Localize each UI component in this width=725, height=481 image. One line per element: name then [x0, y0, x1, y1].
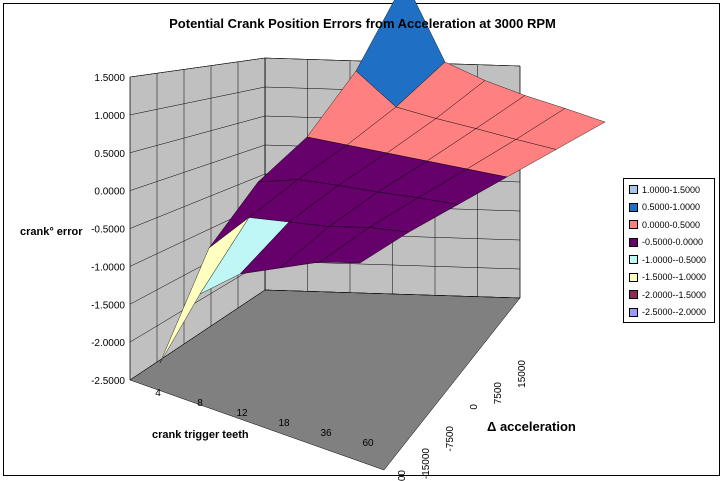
- x-tick-label: 4: [155, 388, 161, 399]
- legend-label: -1.0000--0.5000: [642, 254, 707, 265]
- z-tick-label: -2.0000: [91, 338, 125, 349]
- legend-item: 0.0000-0.5000: [629, 216, 714, 234]
- z-tick-label: -2.5000: [91, 376, 125, 387]
- legend-item: -1.0000--0.5000: [629, 251, 714, 269]
- legend-label: 0.5000-1.0000: [642, 202, 701, 213]
- chart-surface: [159, 0, 606, 364]
- legend-label: -1.5000--1.0000: [642, 272, 707, 283]
- legend-label: -0.5000-0.0000: [642, 237, 704, 248]
- legend-label: 1.0000-1.5000: [642, 184, 701, 195]
- y-tick-label: -30000: [397, 470, 408, 481]
- legend-label: -2.5000--2.0000: [642, 307, 707, 318]
- legend-item: -2.5000--2.0000: [629, 304, 714, 322]
- legend-swatch: [629, 237, 638, 247]
- legend-item: 1.0000-1.5000: [629, 181, 714, 199]
- y-axis-label: Δ acceleration: [487, 419, 576, 434]
- x-tick-label: 18: [278, 418, 290, 429]
- chart-legend: 1.0000-1.5000 0.5000-1.0000 0.0000-0.5000 -…: [623, 178, 715, 323]
- z-tick-label: -1.0000: [91, 262, 125, 273]
- gridline-side: [129, 144, 266, 191]
- x-tick-label: 60: [362, 438, 374, 449]
- x-tick-label: 12: [236, 408, 248, 419]
- legend-item: -1.5000--1.0000: [629, 269, 714, 287]
- legend-label: 0.0000-0.5000: [642, 219, 701, 230]
- gridline-side: [129, 289, 266, 381]
- x-tick-label: 36: [320, 428, 332, 439]
- z-tick-label: 1.0000: [94, 111, 125, 122]
- legend-item: 0.5000-1.0000: [629, 199, 714, 217]
- y-tick-label: 15000: [517, 360, 528, 388]
- legend-swatch: [629, 185, 638, 195]
- z-tick-label: -1.5000: [91, 300, 125, 311]
- gridline-side: [129, 173, 266, 229]
- y-tick-label: 0: [469, 404, 480, 410]
- z-tick-label: 0.0000: [94, 187, 125, 198]
- chart-tick-labels: 1.5000 1.0000 0.5000 0.0000 -0.5000 -1.0000 -1…: [91, 73, 528, 481]
- legend-swatch: [629, 202, 638, 212]
- legend-item: -0.5000-0.0000: [629, 234, 714, 252]
- surface-patch: [319, 227, 410, 264]
- legend-label: -2.0000--1.5000: [642, 289, 707, 300]
- y-tick-label: 7500: [493, 382, 504, 405]
- gridline-side: [129, 86, 266, 116]
- legend-swatch: [629, 220, 638, 230]
- z-tick-label: 0.5000: [94, 149, 125, 160]
- legend-swatch: [629, 307, 638, 317]
- z-tick-label: 1.5000: [94, 73, 125, 84]
- y-tick-label: -7500: [445, 426, 456, 452]
- legend-swatch: [629, 272, 638, 282]
- gridline-side: [129, 115, 266, 153]
- legend-swatch: [629, 255, 638, 265]
- legend-swatch: [629, 290, 638, 300]
- gridline-side: [129, 260, 266, 343]
- chart-title: Potential Crank Position Errors from Acc…: [169, 16, 556, 31]
- z-axis-label: crank° error: [20, 226, 83, 238]
- x-tick-label: 8: [197, 398, 203, 409]
- gridline-side: [129, 57, 266, 78]
- legend-item: -2.0000--1.5000: [629, 286, 714, 304]
- y-tick-label: -15000: [421, 448, 432, 480]
- x-axis-label: crank trigger teeth: [152, 429, 249, 441]
- z-tick-label: -0.5000: [91, 225, 125, 236]
